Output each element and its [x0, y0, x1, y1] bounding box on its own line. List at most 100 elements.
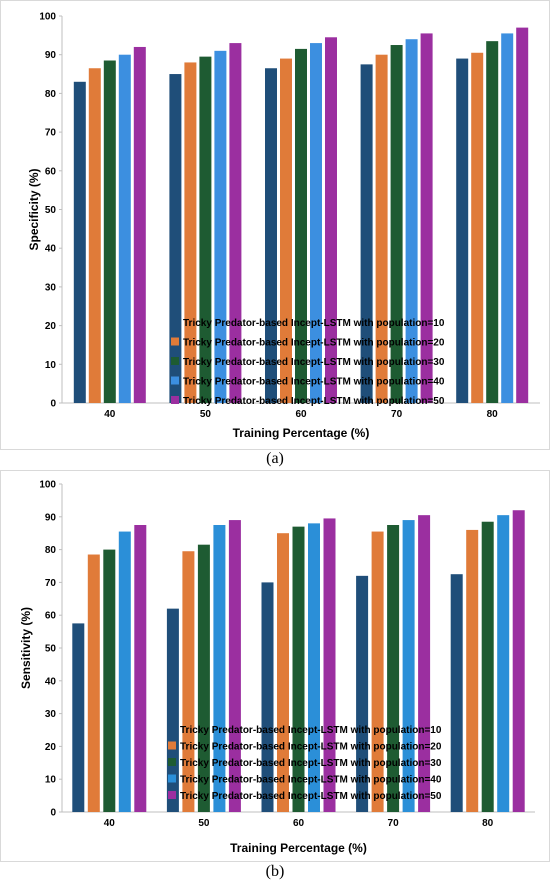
chart-panel-b: 0 10 20 30 40 50 60 70 80 90 100 40 50 60 70 80 Tricky P…: [0, 470, 550, 888]
bar: [405, 39, 418, 403]
chart-panel-a: 0 10 20 30 40 50 60 70 80 90 100 40 50 60 70 80 Tricky P…: [0, 0, 550, 467]
y-tick-label: 50: [45, 644, 57, 655]
y-tick-label: 70: [45, 578, 57, 589]
bar: [323, 518, 336, 812]
x-tick-label: 70: [391, 409, 403, 420]
legend-swatch: [168, 791, 176, 799]
y-tick-label: 20: [45, 742, 57, 753]
bar: [133, 46, 146, 404]
legend-label: Tricky Predator-based Incept-LSTM with p…: [183, 357, 445, 368]
bar: [118, 531, 131, 812]
legend-label: Tricky Predator-based Incept-LSTM with p…: [180, 742, 442, 753]
bar: [199, 56, 212, 403]
legend-swatch: [168, 758, 176, 766]
legend-label: Tricky Predator-based Incept-LSTM with p…: [180, 758, 442, 769]
bar: [471, 52, 484, 403]
x-tick-label: 50: [198, 818, 210, 829]
bar: [228, 520, 241, 812]
bar: [310, 43, 322, 404]
bar: [169, 74, 182, 404]
sensitivity-chart: 0 10 20 30 40 50 60 70 80 90 100 40 50 60 70 80 Tricky P…: [0, 470, 550, 862]
bar: [481, 521, 494, 812]
x-tick-label: 60: [295, 409, 307, 420]
bar: [325, 37, 337, 403]
bar: [516, 27, 529, 404]
y-tick-label: 10: [45, 360, 57, 371]
legend-swatch: [171, 337, 179, 346]
bar: [265, 68, 277, 404]
bar: [182, 551, 195, 812]
bar: [214, 50, 227, 404]
y-tick-label: 70: [45, 128, 57, 139]
y-tick-label: 90: [45, 512, 57, 523]
x-tick-label: 40: [104, 818, 116, 829]
bar: [280, 58, 292, 403]
y-tick-label: 100: [39, 12, 56, 23]
bar: [390, 45, 403, 404]
bar: [88, 68, 101, 404]
y-tick-label: 80: [45, 545, 57, 556]
x-tick-label: 60: [293, 818, 305, 829]
bar: [371, 531, 384, 812]
bar: [292, 526, 305, 812]
y-tick-label: 100: [39, 480, 56, 491]
bar: [184, 62, 197, 403]
specificity-chart: 0 10 20 30 40 50 60 70 80 90 100 40 50 60 70 80 Tricky P…: [0, 0, 550, 450]
bar: [277, 533, 289, 812]
x-axis-title: Training Percentage (%): [230, 841, 367, 855]
bar: [360, 64, 373, 403]
bar: [213, 525, 226, 812]
y-tick-label: 60: [45, 166, 57, 177]
x-tick-label: 40: [104, 409, 116, 420]
legend-label: Tricky Predator-based Incept-LSTM with p…: [180, 725, 442, 736]
x-axis-title: Training Percentage (%): [233, 426, 370, 440]
legend-swatch: [171, 396, 179, 404]
bar: [295, 48, 307, 404]
caption-b: (b): [265, 863, 285, 880]
legend-label: Tricky Predator-based Incept-LSTM with p…: [183, 396, 445, 407]
legend-swatch: [168, 774, 176, 783]
y-tick-label: 0: [50, 808, 56, 819]
bar: [420, 33, 433, 403]
bar: [356, 575, 369, 812]
x-tick-label: 80: [482, 818, 494, 829]
bar: [197, 544, 210, 812]
bar: [118, 54, 131, 403]
y-tick-label: 30: [45, 282, 57, 293]
legend-swatch: [168, 741, 176, 750]
legend-label: Tricky Predator-based Incept-LSTM with p…: [180, 791, 442, 802]
bar: [456, 58, 469, 403]
bar: [450, 574, 463, 812]
x-tick-label: 80: [487, 409, 499, 420]
bar: [308, 523, 320, 812]
y-tick-label: 60: [45, 611, 57, 622]
bar: [497, 515, 510, 812]
y-axis-title: Specificity (%): [27, 168, 41, 250]
y-tick-label: 80: [45, 89, 57, 100]
bar: [261, 582, 274, 812]
bar: [486, 41, 499, 403]
bar: [418, 515, 431, 812]
y-tick-label: 90: [45, 50, 57, 61]
legend-label: Tricky Predator-based Incept-LSTM with p…: [183, 338, 445, 349]
y-tick-label: 10: [45, 775, 57, 786]
bar: [73, 81, 86, 403]
legend-label: Tricky Predator-based Incept-LSTM with p…: [183, 377, 445, 388]
y-axis-title: Sensitivity (%): [19, 607, 33, 689]
x-tick-label: 70: [388, 818, 400, 829]
bar: [134, 525, 147, 812]
y-tick-label: 50: [45, 205, 57, 216]
bar: [402, 520, 415, 812]
y-tick-label: 30: [45, 709, 57, 720]
y-tick-label: 20: [45, 321, 57, 332]
bar: [501, 33, 514, 403]
legend-swatch: [168, 725, 176, 733]
bar: [103, 549, 116, 812]
bar: [87, 554, 100, 812]
x-tick-label: 50: [200, 409, 212, 420]
legend-swatch: [171, 376, 179, 385]
bar: [103, 60, 116, 403]
y-tick-label: 40: [45, 676, 57, 687]
bar: [72, 623, 85, 812]
y-tick-label: 40: [45, 244, 57, 255]
